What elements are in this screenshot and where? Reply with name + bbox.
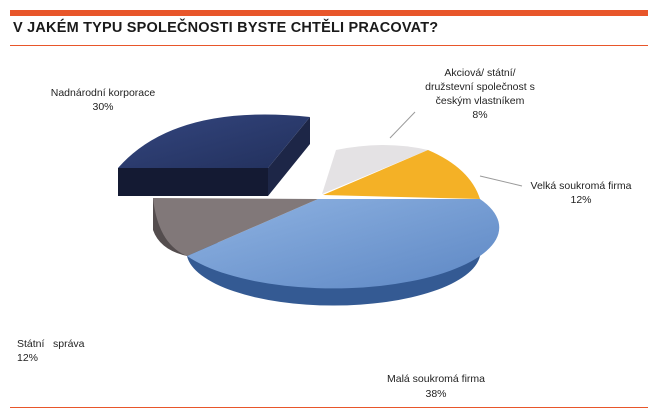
label-mala-name: Malá soukromá firma: [387, 373, 485, 385]
slice-mala-soukroma-firma: [187, 199, 500, 289]
label-statni-line2: správa: [53, 338, 85, 350]
slice-velka-soukroma-firma: [323, 150, 480, 199]
label-akciova-pct: 8%: [472, 109, 487, 121]
label-akciova-line1: Akciová/ státní/: [444, 67, 515, 79]
slice-akciova-spolecnost: [322, 145, 428, 194]
top-accent-bar: [10, 10, 648, 16]
slice-nadnarodni-korporace: [118, 114, 310, 168]
label-nadnarodni-name: Nadnárodní korporace: [51, 87, 156, 99]
label-statni-pct: 12%: [17, 352, 38, 364]
label-nadnarodni-pct: 30%: [92, 101, 113, 113]
leader-line-akciova: [389, 111, 416, 139]
leader-line-velka: [479, 175, 523, 187]
label-velka-pct: 12%: [570, 194, 591, 206]
slice-statni-sprava: [153, 198, 318, 256]
slice-side-mala: [187, 214, 480, 306]
label-mala-pct: 38%: [425, 388, 446, 400]
label-akciova-line2: družstevní společnost s: [425, 81, 535, 93]
label-akciova-line3: českým vlastníkem: [436, 95, 525, 107]
slice-side-nadnarodni: [118, 168, 268, 196]
label-statni-line1: Státní: [17, 338, 45, 350]
chart-title: V JAKÉM TYPU SPOLEČNOSTI BYSTE CHTĚLI PR…: [13, 20, 439, 36]
title-divider: [10, 45, 648, 46]
slice-side-nadnarodni-2: [268, 117, 310, 196]
label-velka-name: Velká soukromá firma: [531, 180, 632, 192]
bottom-divider: [10, 407, 648, 408]
